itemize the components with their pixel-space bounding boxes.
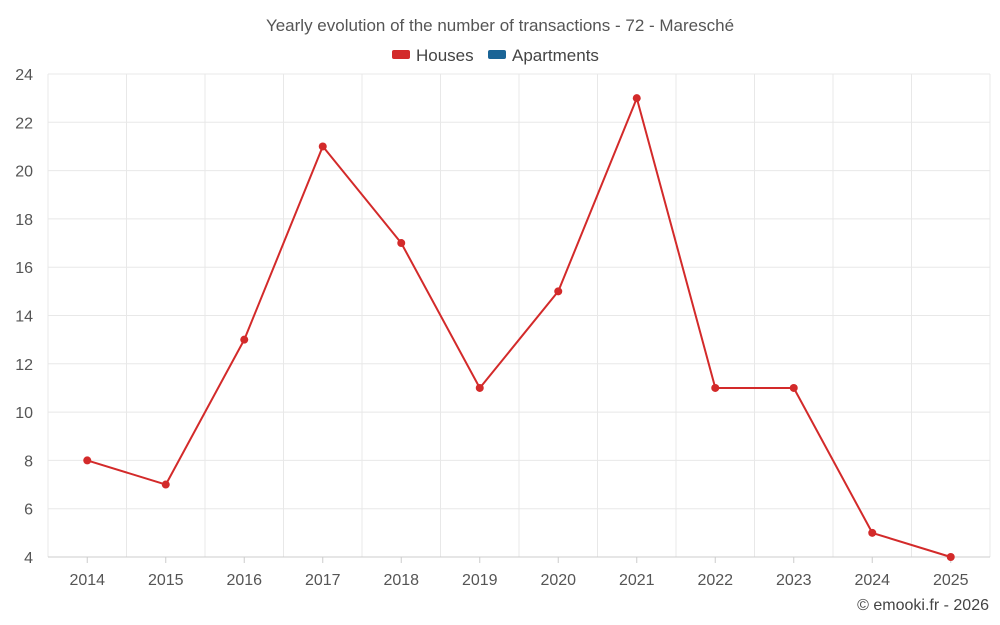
data-point-houses[interactable] <box>946 553 955 561</box>
data-point-houses[interactable] <box>318 142 327 151</box>
data-point-houses[interactable] <box>475 383 484 392</box>
y-tick-label: 6 <box>24 502 33 519</box>
x-tick-label: 2023 <box>776 572 812 589</box>
x-tick-label: 2020 <box>540 572 576 589</box>
x-tick-label: 2021 <box>619 572 655 589</box>
x-tick-label: 2019 <box>462 572 498 589</box>
grid <box>47 73 991 558</box>
series-houses <box>83 94 955 561</box>
data-point-houses[interactable] <box>83 456 92 465</box>
legend-label-apartments: Apartments <box>512 46 599 65</box>
legend-swatch-apartments <box>488 50 506 59</box>
x-tick-label: 2024 <box>854 572 890 589</box>
legend: Houses Apartments <box>392 46 599 65</box>
data-point-houses[interactable] <box>711 383 720 392</box>
data-point-houses[interactable] <box>161 480 170 489</box>
series-line-houses <box>87 97 952 558</box>
y-tick-label: 24 <box>15 67 33 84</box>
x-tick-label: 2022 <box>697 572 733 589</box>
y-tick-label: 20 <box>15 164 33 181</box>
y-tick-label: 16 <box>15 260 33 277</box>
y-axis: 4 6 8 10 12 14 16 18 20 22 24 <box>15 67 33 567</box>
y-tick-label: 12 <box>15 357 33 374</box>
data-point-houses[interactable] <box>554 287 563 296</box>
chart-title: Yearly evolution of the number of transa… <box>266 16 734 35</box>
data-point-houses[interactable] <box>868 528 877 537</box>
y-tick-label: 22 <box>15 115 33 132</box>
y-tick-label: 8 <box>24 453 33 470</box>
data-point-houses[interactable] <box>632 94 641 103</box>
x-tick-label: 2015 <box>148 572 184 589</box>
x-axis: 2014 2015 2016 2017 2018 2019 2020 2021 2022 2023… <box>48 556 990 589</box>
legend-item-apartments[interactable]: Apartments <box>488 46 599 65</box>
data-point-houses[interactable] <box>397 239 406 248</box>
credit-text: © emooki.fr - 2026 <box>857 597 989 614</box>
x-tick-label: 2017 <box>305 572 341 589</box>
y-tick-label: 4 <box>24 550 33 567</box>
data-point-houses[interactable] <box>240 335 249 344</box>
x-tick-label: 2018 <box>383 572 419 589</box>
x-tick-label: 2014 <box>69 572 105 589</box>
x-tick-label: 2016 <box>226 572 262 589</box>
legend-swatch-houses <box>392 50 410 59</box>
legend-label-houses: Houses <box>416 46 474 65</box>
legend-item-houses[interactable]: Houses <box>392 46 474 65</box>
y-tick-label: 10 <box>15 405 33 422</box>
y-tick-label: 18 <box>15 212 33 229</box>
y-tick-label: 14 <box>15 309 33 326</box>
x-tick-label: 2025 <box>933 572 969 589</box>
data-point-houses[interactable] <box>789 383 798 392</box>
